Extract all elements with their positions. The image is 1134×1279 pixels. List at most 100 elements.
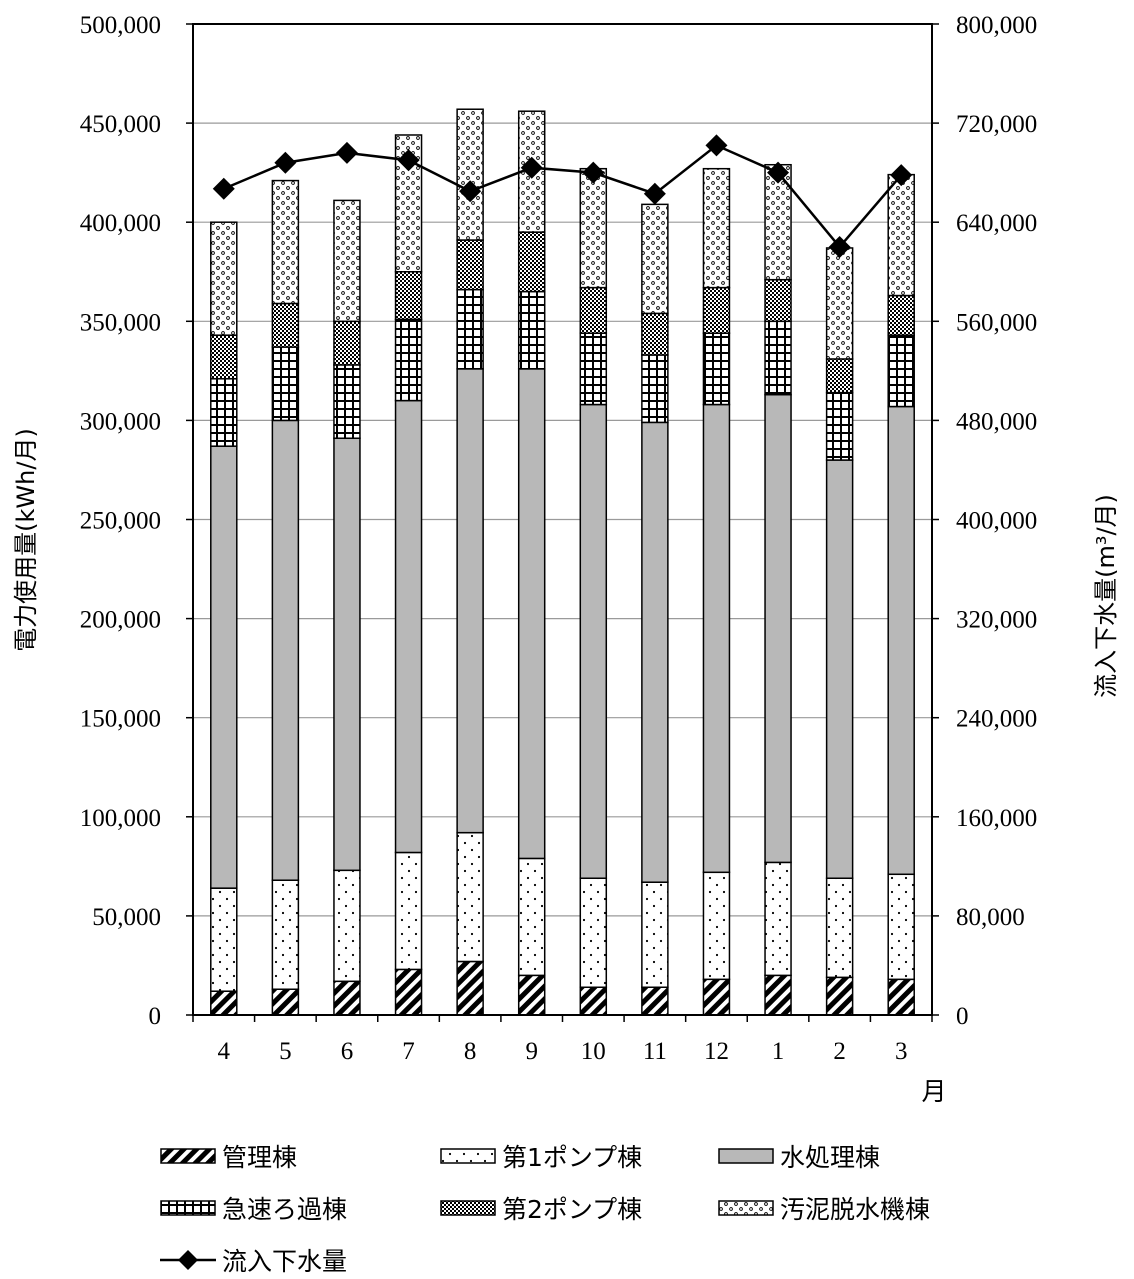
legend-swatch	[160, 1148, 216, 1164]
y-tick-label: 100,000	[80, 805, 161, 832]
inflow-line-series	[212, 134, 913, 258]
bar-segment	[333, 980, 361, 1016]
inflow-point	[767, 161, 790, 184]
legend-label: 管理棟	[222, 1143, 298, 1172]
bar-segment	[456, 239, 484, 291]
y2-tick-label: 800,000	[956, 12, 1037, 39]
bar-segment	[456, 288, 484, 370]
gridlines	[193, 122, 932, 917]
bar-segment	[764, 393, 792, 864]
legend-item: 流入下水量	[160, 1242, 347, 1278]
bar-segment	[887, 873, 915, 981]
y2-tick-label: 240,000	[956, 706, 1037, 733]
legend-item: 管理棟	[160, 1138, 297, 1174]
bar-segment	[210, 445, 238, 889]
bar-segment	[394, 318, 423, 402]
y-tick-label: 400,000	[80, 210, 161, 237]
inflow-point	[828, 235, 851, 258]
legend-label: 第2ポンプ棟	[502, 1195, 643, 1224]
bar-segment	[333, 320, 361, 366]
bar-segment	[579, 986, 608, 1016]
y2-tick-label: 720,000	[956, 111, 1037, 138]
x-tick-label: 9	[525, 1038, 538, 1065]
bar-segment	[456, 108, 484, 241]
bar-segment	[517, 231, 546, 293]
legend-swatch	[440, 1148, 496, 1164]
y-tick-label: 200,000	[80, 607, 161, 634]
bar-segment	[702, 167, 731, 289]
bar-segment	[271, 302, 300, 348]
legend-swatch	[160, 1200, 216, 1216]
bar-segment	[210, 334, 238, 380]
bar-segment	[579, 403, 608, 879]
bar-segment	[641, 421, 669, 883]
inflow-point	[520, 156, 543, 179]
bar-segment	[887, 173, 915, 297]
bar-segment	[764, 320, 792, 396]
y2-tick-label: 480,000	[956, 408, 1037, 435]
x-tick-label: 2	[833, 1038, 846, 1065]
y2-tick-label: 80,000	[956, 904, 1025, 931]
bar-segment	[579, 167, 608, 289]
bar-segment	[517, 368, 546, 860]
bar-segment	[271, 346, 300, 422]
bar-segment	[887, 334, 915, 408]
bar-segment	[579, 877, 608, 989]
axis-ticks: 0 0 50,000 80,000 100,000 160,000 150,000 240,0…	[80, 12, 1038, 1065]
chart: 0 0 50,000 80,000 100,000 160,000 150,000 240,0…	[12, 12, 1120, 1106]
x-tick-label: 1	[772, 1038, 785, 1065]
legend-label: 水処理棟	[780, 1143, 881, 1172]
x-tick-label: 11	[643, 1038, 667, 1065]
legend-swatch	[718, 1148, 774, 1164]
bar-segment	[702, 978, 731, 1016]
bar-segment	[210, 378, 238, 447]
y2-tick-label: 320,000	[956, 607, 1037, 634]
bar-segment	[825, 459, 854, 879]
x-tick-label: 7	[402, 1038, 415, 1065]
bar-segment	[764, 974, 792, 1016]
bar-segment	[394, 968, 423, 1016]
bar-segment	[210, 221, 238, 336]
x-tick-label: 12	[704, 1038, 729, 1065]
inflow-point	[705, 134, 728, 157]
legend-swatch	[440, 1200, 496, 1216]
inflow-point	[335, 141, 358, 164]
left-axis-title: 電力使用量(kWh/月)	[12, 428, 40, 652]
bar-segment	[641, 312, 669, 356]
y-tick-label: 500,000	[80, 12, 161, 39]
inflow-line	[223, 143, 903, 249]
x-tick-label: 6	[341, 1038, 354, 1065]
legend-item: 水処理棟	[718, 1138, 880, 1174]
y2-tick-label: 400,000	[956, 508, 1037, 535]
x-tick-label: 8	[464, 1038, 477, 1065]
legend-label: 汚泥脱水機棟	[780, 1195, 931, 1224]
bar-segment	[333, 869, 361, 983]
bar-segment	[825, 391, 854, 461]
y-tick-label: 150,000	[80, 706, 161, 733]
bar-segment	[271, 879, 300, 990]
y2-tick-label: 560,000	[956, 309, 1037, 336]
bar-stacks	[210, 108, 915, 1016]
bar-segment	[271, 179, 300, 305]
x-tick-label: 5	[279, 1038, 292, 1065]
inflow-point	[274, 151, 297, 174]
bar-segment	[271, 419, 300, 881]
y-tick-label: 50,000	[92, 904, 161, 931]
right-axis-title: 流入下水量(m³/月)	[1092, 494, 1120, 698]
bar-segment	[517, 857, 546, 977]
bar-segment	[764, 278, 792, 323]
legend-item: 第1ポンプ棟	[440, 1138, 642, 1174]
y-tick-label: 450,000	[80, 111, 161, 138]
legend-label: 第1ポンプ棟	[502, 1143, 643, 1172]
y2-tick-label: 160,000	[956, 805, 1037, 832]
x-tick-label: 4	[218, 1038, 231, 1065]
legend-item: 第2ポンプ棟	[440, 1190, 642, 1226]
bar-segment	[333, 437, 361, 872]
y2-tick-label: 0	[956, 1003, 969, 1030]
bar-segment	[210, 990, 238, 1016]
legend-label: 急速ろ過棟	[222, 1195, 348, 1224]
bar-segment	[394, 271, 423, 321]
y-tick-label: 350,000	[80, 309, 161, 336]
bar-segment	[517, 290, 546, 370]
legend-item: 汚泥脱水機棟	[718, 1190, 930, 1226]
